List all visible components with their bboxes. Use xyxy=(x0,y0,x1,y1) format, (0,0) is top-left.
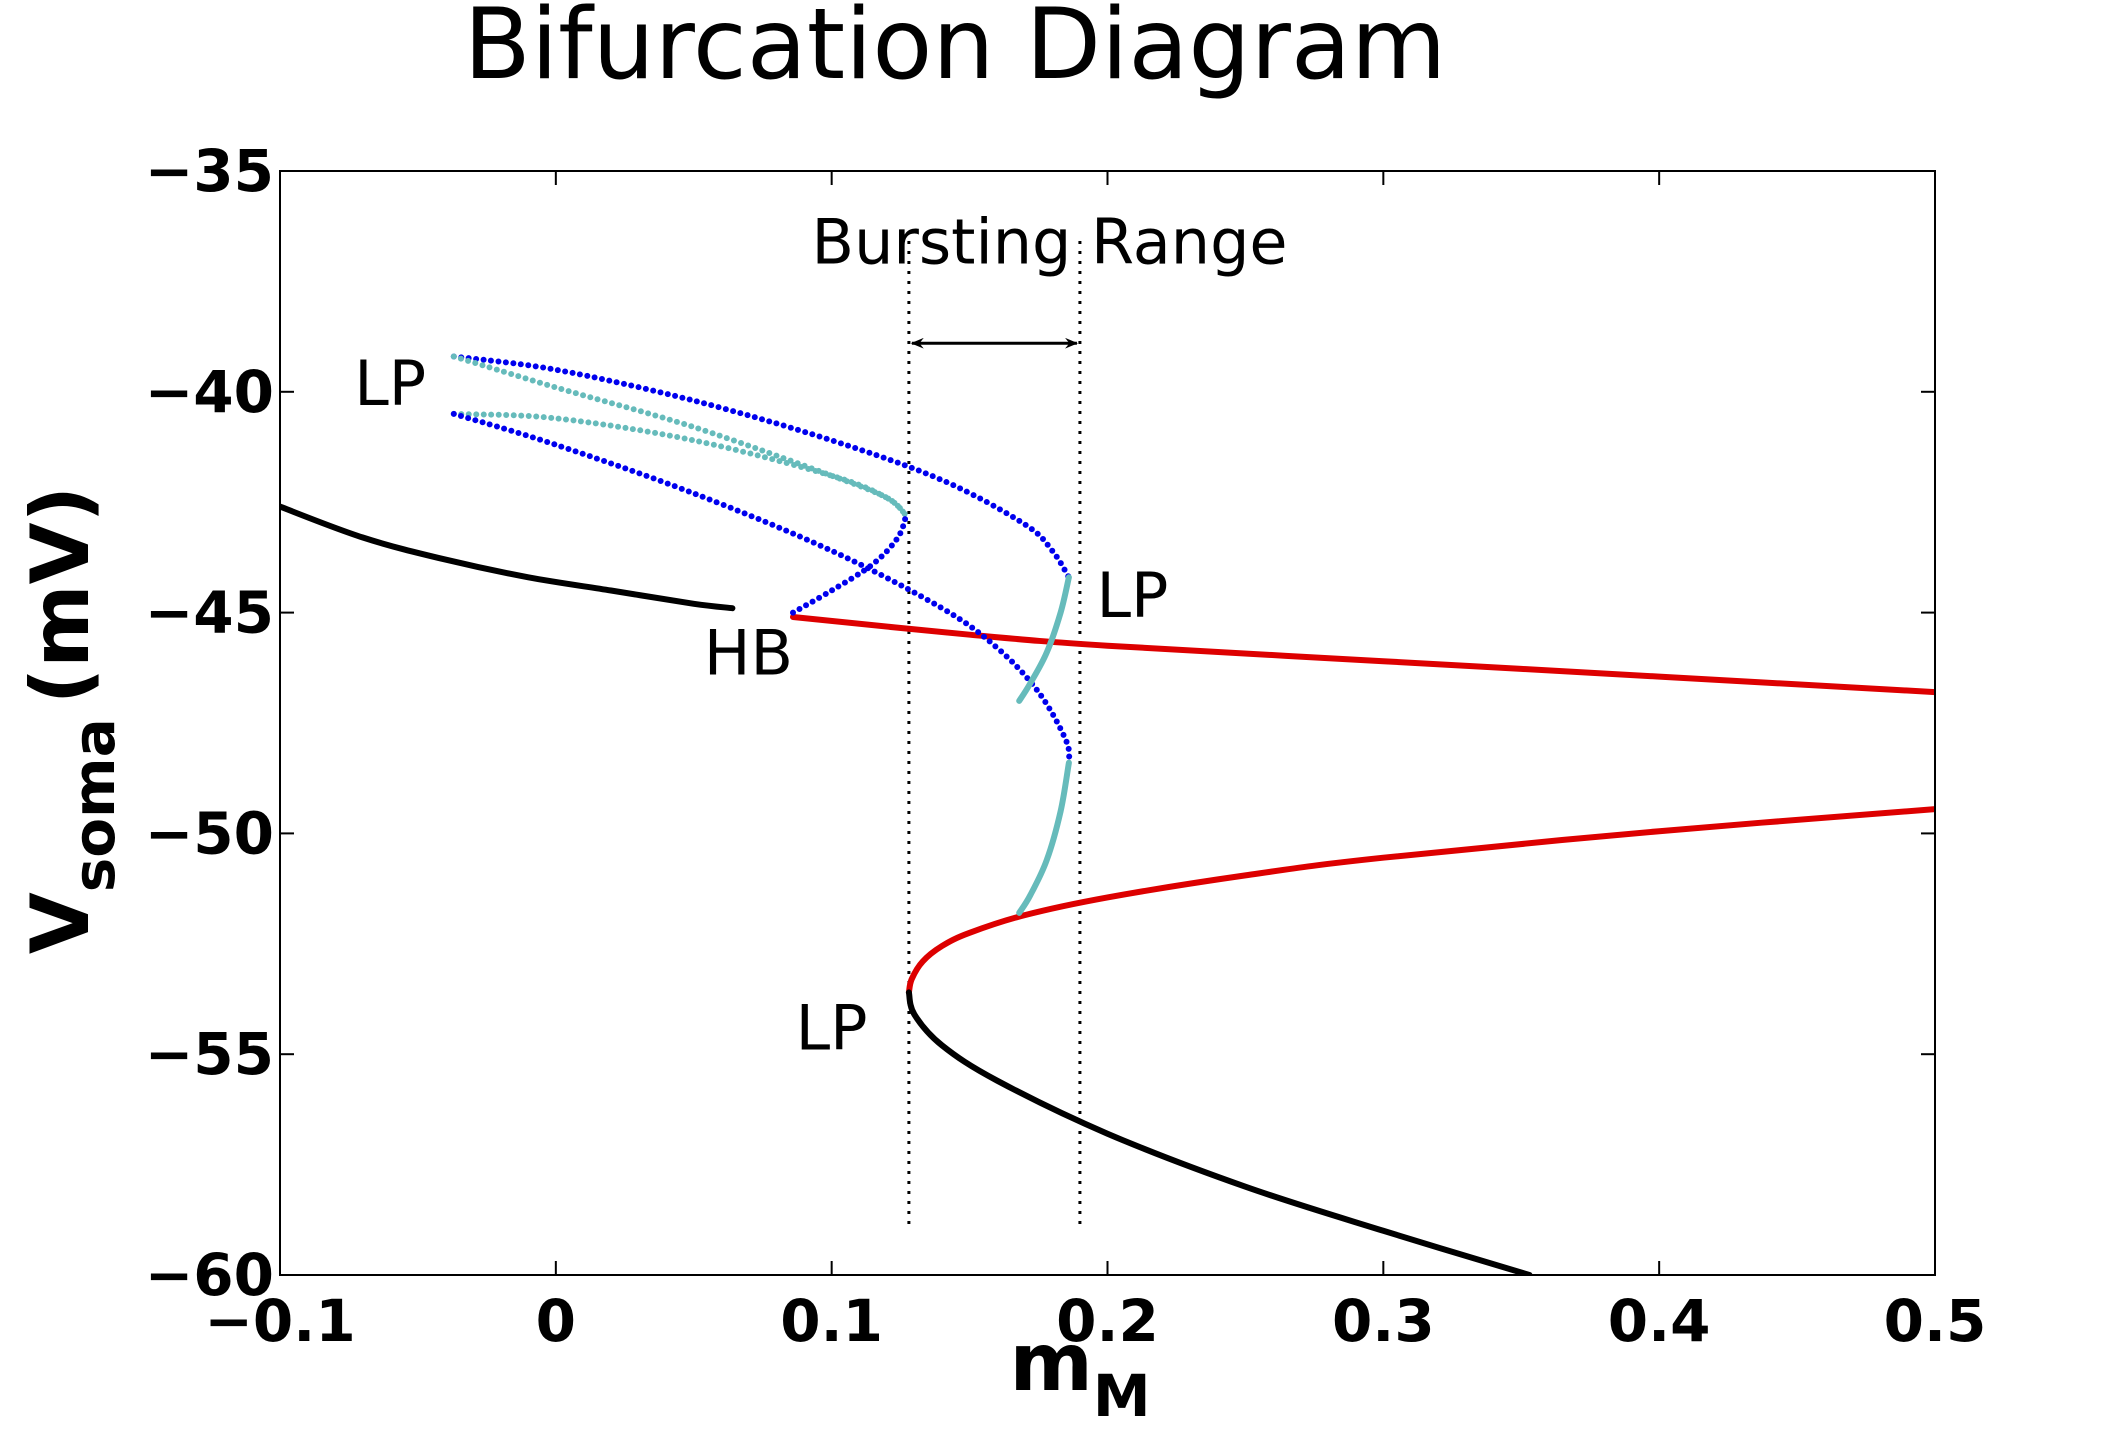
series-po-stable-hb-branch xyxy=(790,512,910,616)
y-tick-label: −60 xyxy=(145,1241,274,1309)
plot-area xyxy=(280,241,1935,1275)
x-tick-label: −0.1 xyxy=(204,1287,355,1355)
x-tick-label: 0.2 xyxy=(1056,1287,1159,1355)
series-eq-stable-upper xyxy=(280,503,736,612)
annotation-layer: LP LP HB LP Bursting Range xyxy=(354,206,1287,1065)
y-axis-label: Vsoma (mV) xyxy=(14,486,128,954)
series-eq-stable-lower xyxy=(905,989,1533,1275)
annotation-lp-label: LP xyxy=(354,347,426,420)
annotation-hb-label: HB xyxy=(704,616,793,689)
x-axis-label-sub: M xyxy=(1093,1362,1151,1430)
series-po-unstable-min xyxy=(450,410,910,519)
y-axis-label-unit: (mV) xyxy=(14,486,107,704)
annotation-lp-label: LP xyxy=(796,992,868,1065)
y-axis-label-sub: soma xyxy=(60,718,128,892)
axis-ticks: −0.1 0 0.1 0.2 0.3 0.4 0.5 −35 −40 −45 −50 −55 −60 xyxy=(145,137,1987,1355)
x-tick-label: 0.4 xyxy=(1608,1287,1711,1355)
annotation-lp-label: LP xyxy=(1096,559,1168,632)
plot-series-group xyxy=(280,241,1935,1275)
series-eq-unstable-upper xyxy=(790,614,1935,696)
series-po-unstable-lower-tail xyxy=(1016,759,1072,916)
series-po-stable-min xyxy=(450,410,1073,766)
y-tick-label: −45 xyxy=(145,579,274,647)
y-tick-label: −40 xyxy=(145,358,274,426)
series-po-unstable-upper-tail xyxy=(1016,574,1072,704)
plot-frame xyxy=(279,170,1936,1276)
y-tick-label: −55 xyxy=(145,1020,274,1088)
chart-title: Bifurcation Diagram xyxy=(464,0,1447,102)
x-tick-label: 0.1 xyxy=(780,1287,883,1355)
x-axis-label: mM xyxy=(1009,1316,1150,1430)
bursting-range-label: Bursting Range xyxy=(812,206,1288,279)
series-eq-unstable-lower xyxy=(905,806,1935,996)
x-axis-label-main: m xyxy=(1009,1316,1092,1409)
y-tick-label: −35 xyxy=(145,137,274,205)
x-tick-label: 0 xyxy=(536,1287,576,1355)
x-tick-label: 0.3 xyxy=(1332,1287,1435,1355)
y-axis-label-main: V xyxy=(14,892,107,954)
series-po-stable-max-a xyxy=(450,353,1072,581)
x-tick-label: 0.5 xyxy=(1884,1287,1987,1355)
y-tick-label: −50 xyxy=(145,799,274,867)
